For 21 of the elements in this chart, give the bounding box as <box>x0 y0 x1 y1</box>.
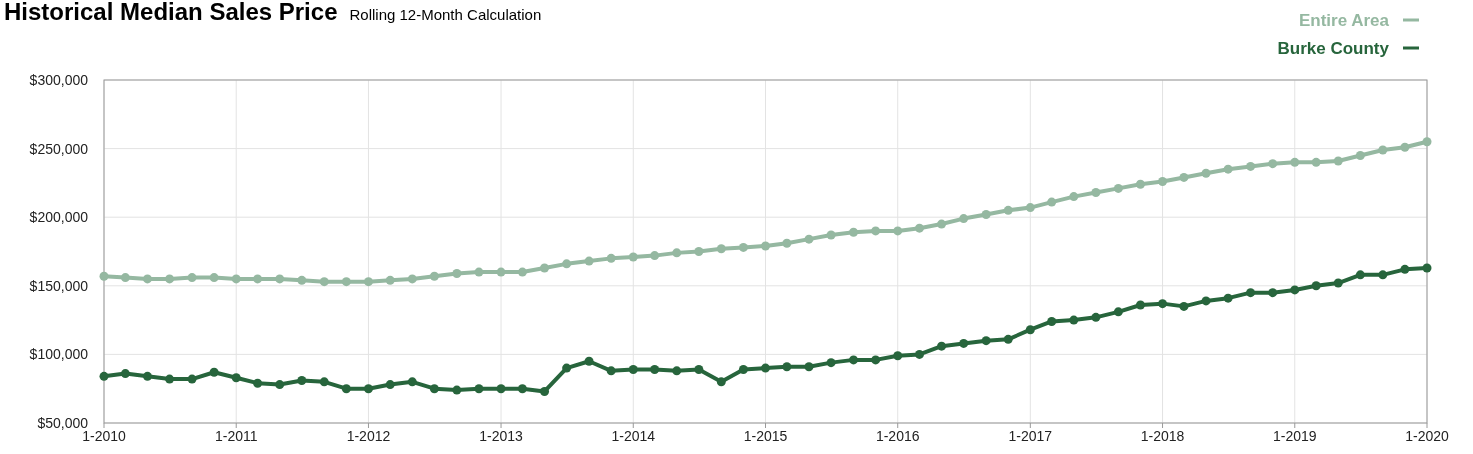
legend-label: Burke County <box>1277 39 1390 58</box>
y-tick-label: $300,000 <box>29 71 89 88</box>
x-tick-label: 1-2017 <box>1008 428 1053 444</box>
x-tick-label: 1-2019 <box>1272 428 1317 444</box>
legend-label: Entire Area <box>1298 11 1390 30</box>
x-tick-label: 1-2015 <box>743 428 788 444</box>
x-tick-label: 1-2011 <box>214 428 258 444</box>
chart-title: Historical Median Sales Price <box>4 0 338 25</box>
x-tick-label: 1-2013 <box>479 428 524 444</box>
x-tick-label: 1-2016 <box>875 428 920 444</box>
y-tick-label: $250,000 <box>29 140 89 157</box>
x-tick-label: 1-2010 <box>82 428 127 444</box>
y-tick-label: $200,000 <box>29 209 89 226</box>
y-tick-label: $50,000 <box>37 414 89 431</box>
y-tick-label: $150,000 <box>29 277 89 294</box>
x-tick-label: 1-2018 <box>1140 428 1185 444</box>
x-tick-label: 1-2012 <box>346 428 391 444</box>
x-tick-label: 1-2020 <box>1405 428 1450 444</box>
chart-subtitle: Rolling 12-Month Calculation <box>349 6 542 23</box>
y-tick-label: $100,000 <box>29 346 89 363</box>
x-tick-label: 1-2014 <box>611 428 656 444</box>
